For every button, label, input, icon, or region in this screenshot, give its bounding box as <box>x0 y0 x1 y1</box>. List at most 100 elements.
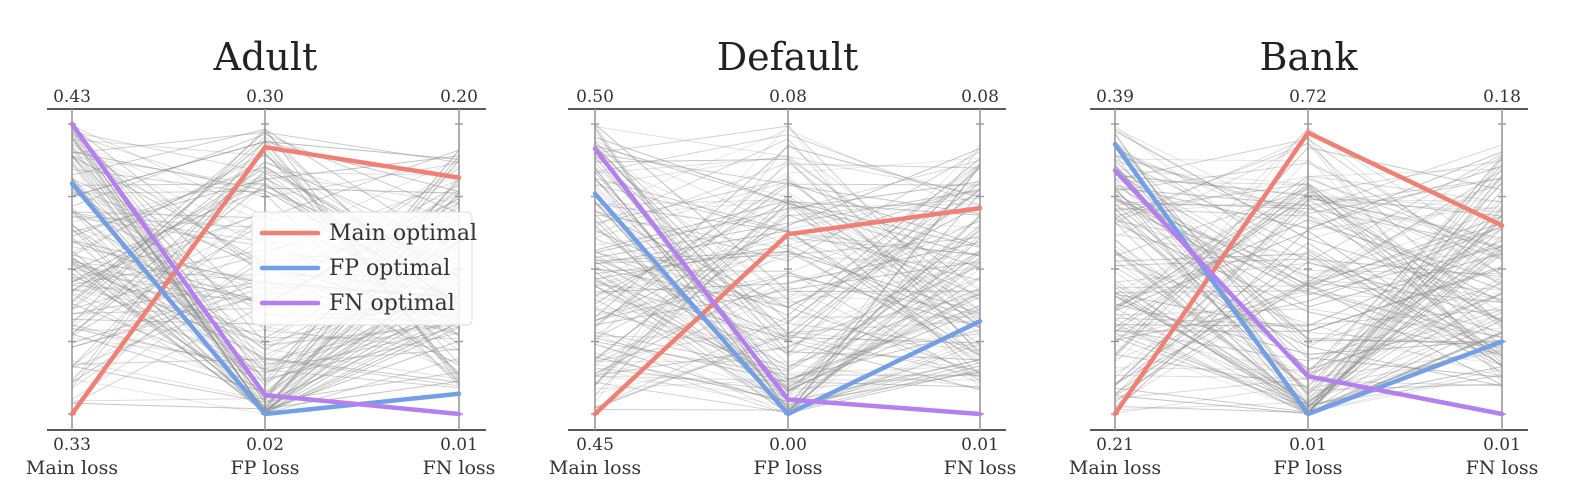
candidate-line <box>71 261 460 383</box>
candidate-line <box>1114 144 1503 396</box>
series-line-main-optimal <box>1112 130 1505 417</box>
bottom-tick-label: 0.21 <box>1096 435 1134 455</box>
candidate-line <box>71 207 460 380</box>
candidate-line <box>1114 249 1503 408</box>
candidate-line <box>594 261 981 411</box>
candidate-line <box>71 358 460 387</box>
candidate-line <box>1114 242 1503 387</box>
bottom-tick-label: 0.01 <box>1483 435 1521 455</box>
candidate-line <box>594 156 981 300</box>
candidate-line <box>594 134 981 206</box>
bottom-tick-label: 0.33 <box>53 435 91 455</box>
candidate-line <box>594 189 981 259</box>
candidate-line <box>1114 140 1503 357</box>
candidate-line <box>594 164 981 354</box>
candidate-line <box>71 265 460 346</box>
candidate-line <box>594 136 981 257</box>
candidate-line <box>1114 174 1503 210</box>
panel-title: Bank <box>1259 35 1358 79</box>
candidate-line <box>1114 251 1503 411</box>
candidate-line <box>71 188 460 347</box>
candidate-line <box>1114 208 1503 370</box>
candidate-line <box>71 123 460 383</box>
candidate-line <box>1114 187 1503 357</box>
candidate-line <box>1114 170 1503 291</box>
candidate-line <box>1114 159 1503 352</box>
candidate-line <box>1114 181 1503 363</box>
candidate-line <box>1114 168 1503 275</box>
candidate-line <box>71 177 460 373</box>
candidate-line <box>71 128 460 253</box>
candidate-line <box>1114 177 1503 396</box>
candidate-line <box>71 133 460 214</box>
candidate-line <box>1114 154 1503 214</box>
candidate-line <box>1114 179 1503 361</box>
candidate-line <box>594 125 981 408</box>
candidate-line <box>594 141 981 301</box>
candidate-line <box>594 141 981 323</box>
candidate-line <box>594 182 981 305</box>
axis-label: Main loss <box>26 457 118 479</box>
candidate-line <box>594 145 981 319</box>
candidate-line <box>594 177 981 282</box>
candidate-line <box>1114 162 1503 259</box>
candidate-line <box>1114 160 1503 308</box>
candidate-line <box>594 260 981 326</box>
candidate-line <box>594 251 981 395</box>
candidate-line <box>594 140 981 230</box>
candidate-line <box>594 178 981 329</box>
candidate-line <box>71 250 460 410</box>
candidate-line <box>594 237 981 339</box>
candidate-line <box>594 181 981 254</box>
candidate-line <box>594 180 981 320</box>
legend-label: FN optimal <box>329 291 455 316</box>
candidate-line <box>594 230 981 356</box>
candidate-line <box>71 171 460 328</box>
series-line-fp-optimal <box>592 191 983 417</box>
top-tick-label: 0.30 <box>246 87 284 107</box>
candidate-line <box>1114 195 1503 329</box>
candidate-line <box>1114 171 1503 288</box>
candidate-line <box>594 158 981 247</box>
candidate-line <box>1114 182 1503 388</box>
candidate-line <box>71 131 460 163</box>
candidate-line <box>1114 142 1503 378</box>
candidate-line <box>594 334 981 409</box>
candidate-line <box>1114 160 1503 343</box>
legend: Main optimal FP optimal FN optimal <box>251 211 477 326</box>
candidate-line <box>594 154 981 384</box>
candidate-line <box>1114 196 1503 242</box>
candidate-line <box>71 276 460 339</box>
candidate-line <box>594 251 981 364</box>
candidate-line <box>594 143 981 386</box>
candidate-line <box>1114 158 1503 358</box>
candidate-line <box>1114 186 1503 347</box>
bottom-tick-label: 0.01 <box>1289 435 1327 455</box>
candidate-line <box>1114 147 1503 355</box>
bottom-tick-label: 0.45 <box>576 435 614 455</box>
candidate-line <box>71 225 460 380</box>
candidate-line <box>71 365 460 403</box>
candidate-line <box>1114 267 1503 332</box>
top-tick-label: 0.18 <box>1483 87 1521 107</box>
candidate-line <box>1114 226 1503 294</box>
candidate-line <box>1114 143 1503 365</box>
bottom-tick-label: 0.01 <box>440 435 478 455</box>
candidate-line <box>594 332 981 363</box>
candidate-line <box>1114 250 1503 403</box>
candidate-line <box>594 261 981 368</box>
candidate-line <box>71 173 460 283</box>
candidate-line <box>594 138 981 356</box>
candidate-line <box>1114 184 1503 364</box>
candidate-line <box>594 159 981 386</box>
candidate-line <box>594 224 981 386</box>
candidate-line <box>1114 158 1503 261</box>
candidate-line <box>594 241 981 293</box>
candidate-line <box>1114 266 1503 387</box>
candidate-line <box>1114 280 1503 374</box>
axis-label: Main loss <box>549 457 641 479</box>
candidate-line <box>594 146 981 336</box>
top-tick-label: 0.72 <box>1289 87 1327 107</box>
candidate-line <box>1114 197 1503 310</box>
candidate-line <box>594 307 981 382</box>
